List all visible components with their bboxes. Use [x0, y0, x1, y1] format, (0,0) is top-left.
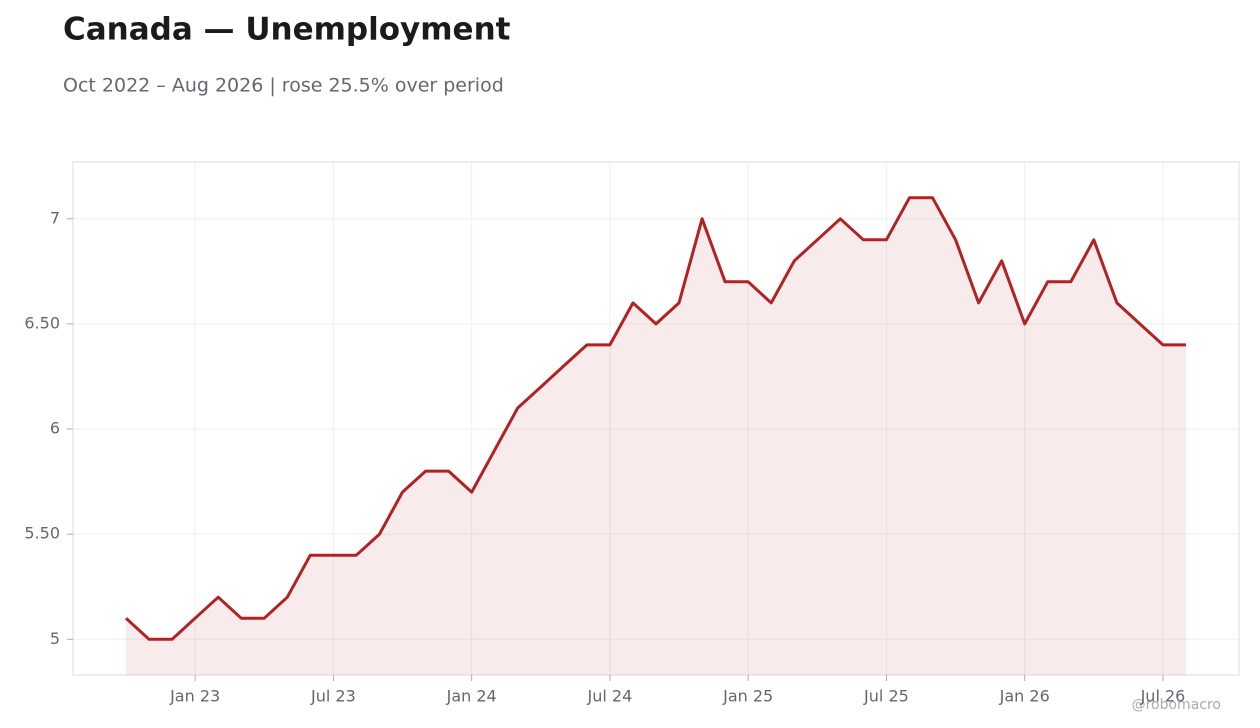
x-tick-label: Jul 26 — [1140, 687, 1186, 706]
area — [126, 197, 1186, 675]
x-tick-label: Jul 23 — [310, 687, 356, 706]
x-tick-label: Jan 25 — [722, 687, 773, 706]
y-tick-label: 5 — [50, 629, 60, 648]
y-tick-label: 5.50 — [24, 524, 60, 543]
y-tick-label: 7 — [50, 208, 60, 227]
x-tick-label: Jan 24 — [446, 687, 497, 706]
y-tick-label: 6.50 — [24, 313, 60, 332]
line — [124, 196, 1186, 641]
y-tick-label: 6 — [50, 419, 60, 438]
x-tick-label: Jan 26 — [999, 687, 1050, 706]
watermark: @robomacro — [1132, 697, 1221, 713]
plot-frame — [72, 161, 1240, 676]
x-tick-label: Jul 24 — [587, 687, 633, 706]
x-tick-label: Jan 23 — [169, 687, 220, 706]
chart-subtitle: Oct 2022 – Aug 2026 | rose 25.5% over pe… — [63, 75, 504, 97]
x-tick-label: Jul 25 — [863, 687, 909, 706]
chart-title: Canada — Unemployment — [63, 12, 511, 48]
